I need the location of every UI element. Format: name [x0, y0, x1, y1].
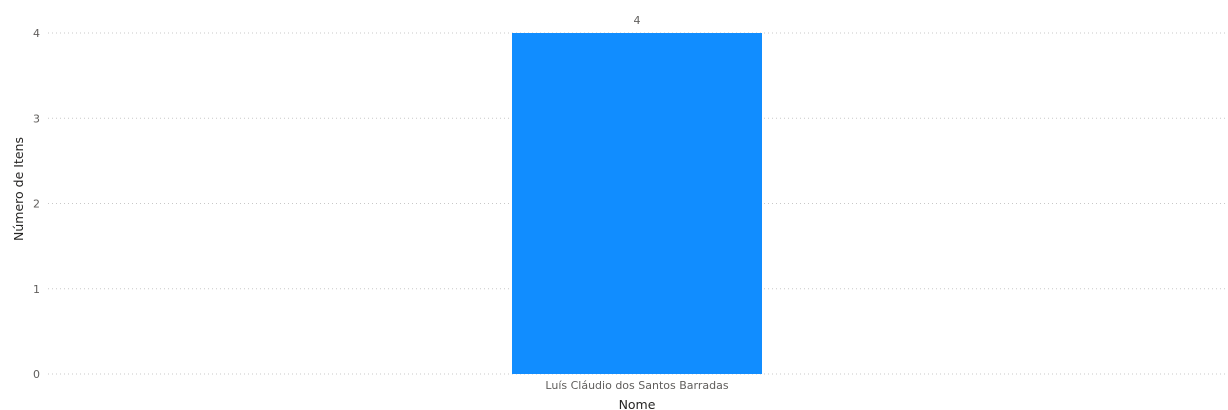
gridlines — [48, 32, 1228, 375]
y-tick-label: 0 — [33, 368, 40, 381]
y-tick-label: 1 — [33, 283, 40, 296]
x-category-label-0: Luís Cláudio dos Santos Barradas — [545, 379, 728, 392]
x-axis-categories: Luís Cláudio dos Santos Barradas — [545, 379, 728, 392]
y-tick-label: 4 — [33, 27, 40, 40]
data-labels: 4 — [634, 14, 641, 27]
bar-0[interactable] — [512, 33, 762, 374]
data-label-0: 4 — [634, 14, 641, 27]
x-axis-title: Nome — [619, 397, 656, 410]
y-axis-title: Número de Itens — [11, 137, 26, 241]
y-tick-label: 3 — [33, 112, 40, 125]
y-tick-label: 2 — [33, 198, 40, 211]
bars — [512, 33, 762, 374]
y-axis-ticks: 0 1 2 3 4 — [33, 27, 40, 381]
